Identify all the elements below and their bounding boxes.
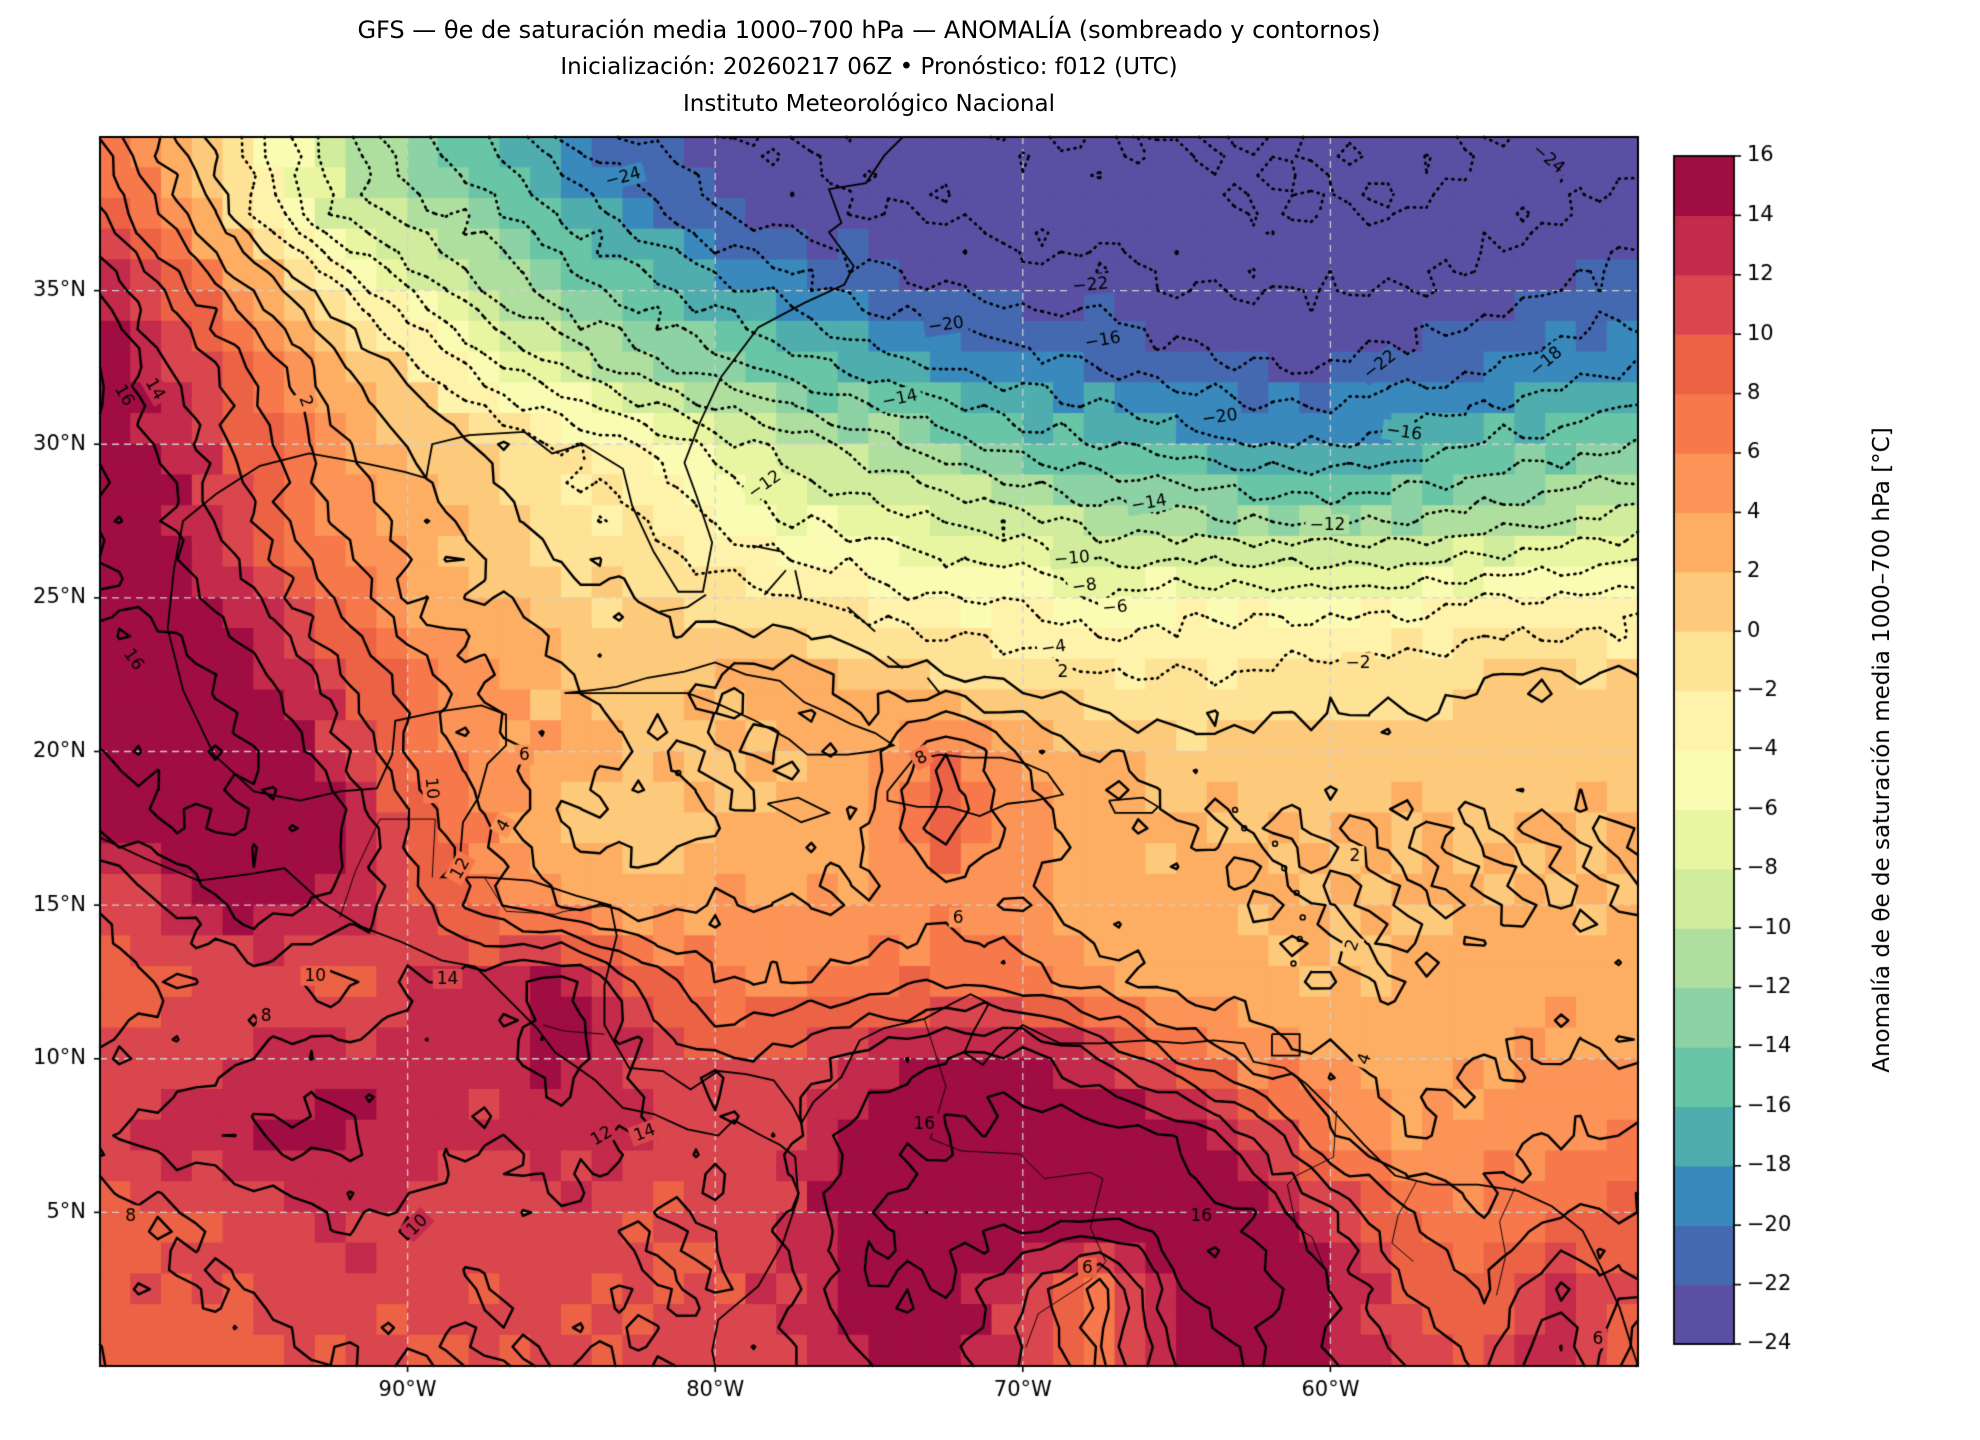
colorbar-axis-label: Anomalía de θe de saturación media 1000–… [1869,427,1895,1073]
page-title: GFS — θe de saturación media 1000–700 hP… [357,16,1381,44]
subtitle-init-forecast: Inicialización: 20260217 06Z • Pronóstic… [560,54,1178,80]
subtitle-institute: Instituto Meteorológico Nacional [683,91,1055,117]
